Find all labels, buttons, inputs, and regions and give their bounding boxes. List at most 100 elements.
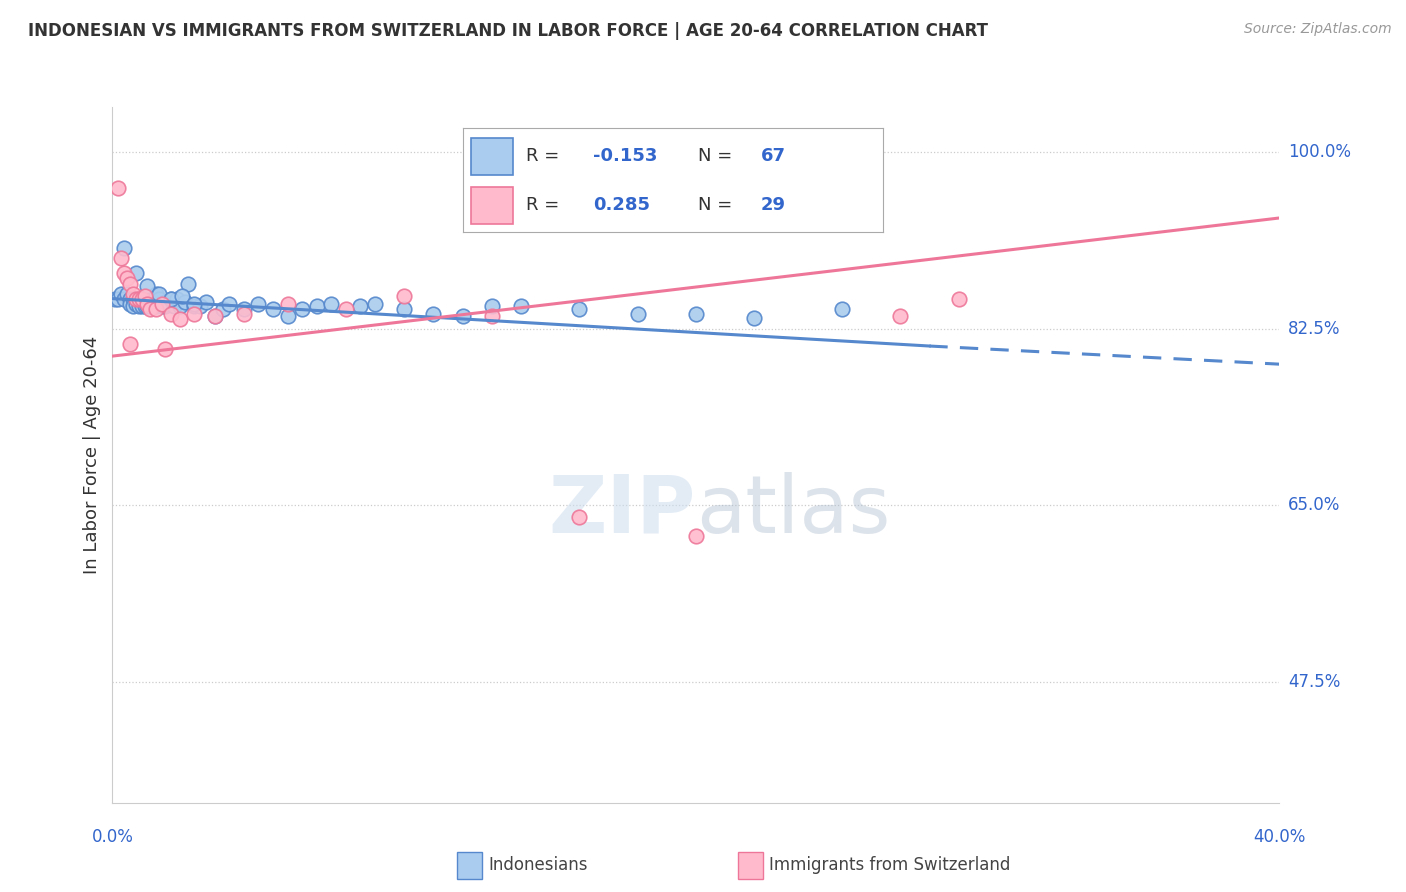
Point — [685, 307, 707, 321]
Point — [131, 299, 153, 313]
Point — [364, 296, 387, 310]
Point — [150, 299, 173, 313]
Point — [568, 510, 591, 524]
Point — [118, 277, 141, 291]
Point — [481, 309, 503, 323]
Point — [481, 299, 503, 313]
Point — [349, 299, 371, 313]
Point — [136, 292, 159, 306]
Text: N =: N = — [697, 147, 738, 165]
Text: 0.285: 0.285 — [593, 196, 650, 214]
Point — [128, 292, 150, 306]
Text: -0.153: -0.153 — [593, 147, 657, 165]
Point — [153, 342, 176, 356]
Text: 47.5%: 47.5% — [1288, 673, 1340, 690]
Point — [139, 294, 162, 309]
Point — [112, 267, 135, 281]
Point — [183, 307, 205, 321]
Point — [685, 528, 707, 542]
Point — [122, 286, 145, 301]
Point — [160, 307, 183, 321]
Point — [115, 286, 138, 301]
Point — [177, 277, 200, 291]
Point — [742, 310, 765, 325]
Point — [166, 292, 188, 306]
Point — [145, 286, 167, 301]
Point — [174, 294, 197, 309]
Point — [172, 288, 194, 302]
Point — [188, 299, 211, 313]
Point — [110, 286, 132, 301]
Point — [125, 292, 148, 306]
Text: 82.5%: 82.5% — [1288, 320, 1340, 338]
Point — [118, 292, 141, 306]
Point — [392, 301, 416, 316]
Text: N =: N = — [697, 196, 738, 214]
Point — [948, 292, 970, 306]
Point — [112, 292, 135, 306]
Point — [321, 296, 343, 310]
Point — [509, 299, 531, 313]
Point — [145, 299, 167, 313]
Point — [110, 252, 132, 266]
Point — [305, 299, 328, 313]
Point — [136, 299, 159, 313]
Point — [136, 278, 159, 293]
Point — [125, 296, 148, 310]
Point — [169, 311, 191, 326]
Point — [169, 299, 191, 313]
Point — [115, 271, 138, 285]
Point — [831, 301, 853, 316]
Point — [125, 267, 148, 281]
Point — [568, 301, 591, 316]
Text: 100.0%: 100.0% — [1288, 144, 1351, 161]
Point — [131, 292, 153, 306]
Point — [139, 299, 162, 313]
Point — [122, 299, 145, 313]
Text: 0.0%: 0.0% — [91, 828, 134, 846]
Point — [451, 309, 474, 323]
Point — [276, 296, 298, 310]
Point — [107, 292, 129, 306]
Point — [889, 309, 911, 323]
Point — [145, 301, 167, 316]
Point — [118, 296, 141, 310]
Point — [626, 307, 648, 321]
Text: atlas: atlas — [696, 472, 890, 549]
Text: Indonesians: Indonesians — [488, 856, 588, 874]
Text: 65.0%: 65.0% — [1288, 496, 1340, 515]
Point — [118, 337, 141, 351]
Point — [125, 292, 148, 306]
Point — [139, 301, 162, 316]
Point — [392, 288, 416, 302]
Point — [104, 292, 127, 306]
Text: 67: 67 — [761, 147, 786, 165]
Point — [148, 292, 170, 306]
Point — [153, 294, 176, 309]
Point — [142, 294, 165, 309]
Point — [160, 292, 183, 306]
Point — [150, 296, 173, 310]
Point — [134, 299, 156, 313]
Point — [232, 301, 254, 316]
Text: 40.0%: 40.0% — [1253, 828, 1306, 846]
Point — [134, 288, 156, 302]
Point — [204, 309, 226, 323]
Text: ZIP: ZIP — [548, 472, 696, 549]
Bar — [471, 187, 513, 224]
Point — [148, 286, 170, 301]
Point — [156, 296, 179, 310]
Point — [291, 301, 314, 316]
Point — [112, 241, 135, 255]
Point — [212, 301, 235, 316]
Point — [163, 299, 186, 313]
Point — [160, 292, 183, 306]
Text: 29: 29 — [761, 196, 786, 214]
Point — [128, 292, 150, 306]
Point — [136, 296, 159, 310]
Point — [128, 299, 150, 313]
Point — [232, 307, 254, 321]
Point — [183, 296, 205, 310]
Point — [122, 292, 145, 306]
Point — [247, 296, 270, 310]
